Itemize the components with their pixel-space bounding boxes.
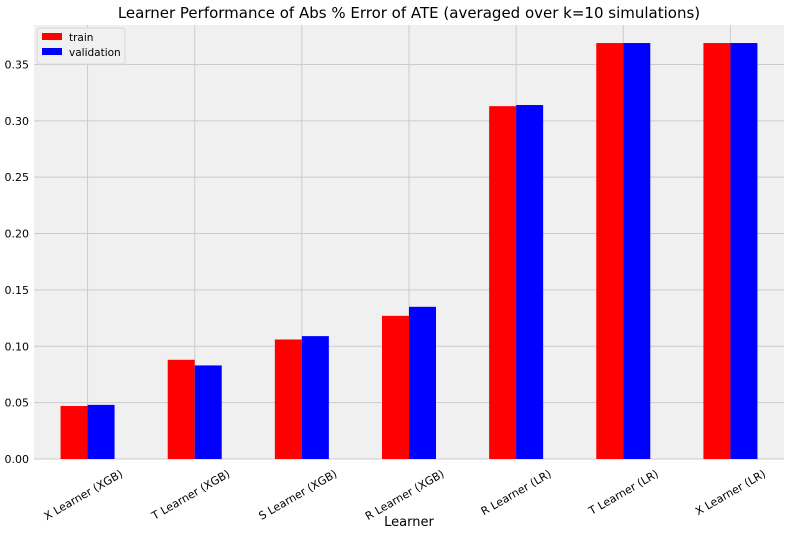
bar-train [167, 359, 195, 459]
y-tick-label: 0.05 [5, 397, 30, 410]
legend-swatch-validation [42, 48, 62, 55]
x-tick-label: X Learner (XGB) [42, 467, 125, 523]
bar-train [274, 339, 302, 459]
bar-train [703, 43, 731, 459]
x-axis-label: Learner [384, 515, 434, 530]
bar-validation [194, 365, 222, 459]
bars [60, 43, 758, 459]
x-tick-label: T Learner (XGB) [149, 467, 233, 523]
bar-train [382, 315, 409, 459]
x-tick-label: S Learner (XGB) [256, 467, 339, 522]
chart-title: Learner Performance of Abs % Error of AT… [118, 4, 700, 22]
y-tick-label: 0.00 [5, 453, 30, 466]
bar-validation [301, 336, 329, 459]
x-tick-label: T Learner (LR) [586, 467, 661, 518]
bar-train [596, 43, 624, 459]
y-tick-label: 0.10 [5, 340, 30, 353]
y-tick-labels: 0.00 0.05 0.10 0.15 0.20 0.25 0.30 0.35 [5, 58, 30, 466]
y-tick-label: 0.25 [5, 171, 30, 184]
bar-validation [409, 306, 436, 459]
y-tick-label: 0.20 [5, 228, 30, 241]
bar-validation [87, 404, 115, 459]
legend-label-train: train [69, 32, 93, 44]
y-tick-label: 0.30 [5, 115, 30, 128]
legend-label-validation: validation [69, 47, 121, 59]
bar-train [60, 406, 88, 459]
x-tick-label: R Learner (LR) [479, 467, 554, 518]
bar-validation [623, 43, 651, 459]
legend-swatch-train [42, 33, 62, 40]
x-tick-label: X Learner (LR) [693, 467, 768, 518]
legend: train validation [36, 27, 126, 65]
bar-train [489, 106, 517, 459]
bar-validation [730, 43, 758, 459]
y-tick-label: 0.35 [5, 58, 30, 71]
bar-validation [516, 105, 544, 459]
y-tick-label: 0.15 [5, 284, 30, 297]
